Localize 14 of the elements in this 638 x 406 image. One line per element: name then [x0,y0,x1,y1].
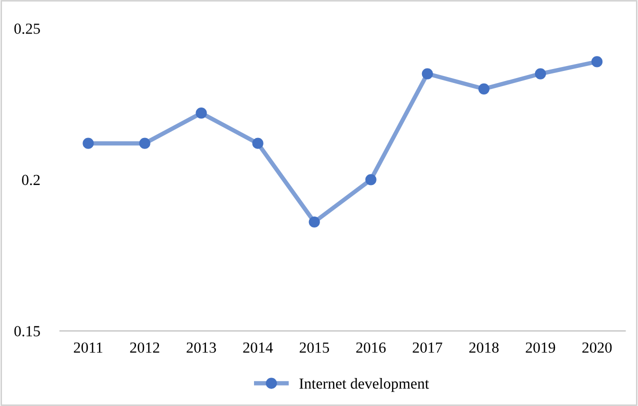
x-tick-label: 2012 [130,342,160,353]
y-tick-label: 0.15 [14,326,40,336]
y-tick-label: 0.25 [14,24,40,34]
x-tick-label: 2016 [356,342,386,353]
x-tick-label: 2019 [526,342,556,353]
x-tick-label: 2015 [300,342,330,353]
legend-label: Internet development [299,378,430,392]
y-tick-label: 0.2 [22,174,40,186]
x-tick-label: 2017 [412,342,442,353]
x-tick-label: 2014 [243,342,273,353]
x-tick-label: 2018 [469,342,499,353]
x-tick-label: 2020 [582,342,612,353]
x-tick-label: 2013 [186,342,216,353]
x-tick-label: 2011 [74,342,102,353]
